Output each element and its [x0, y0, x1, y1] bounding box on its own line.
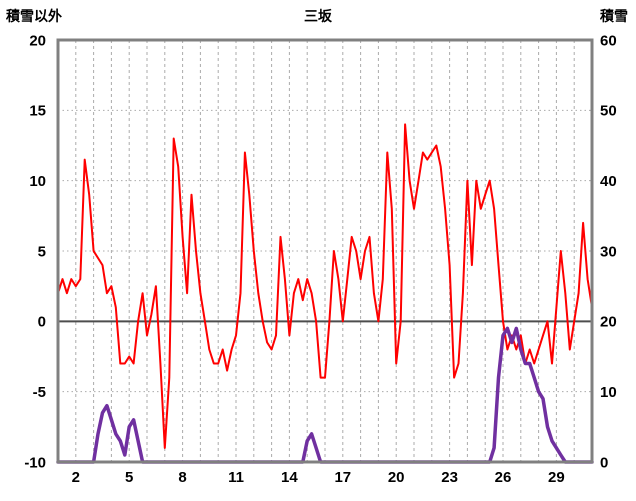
left-axis-title: 積雪以外 [6, 8, 62, 24]
x-axis-tick-label: 26 [495, 469, 512, 486]
x-axis-tick-label: 14 [281, 469, 298, 486]
right-axis-title: 積雪 [600, 8, 628, 24]
left-axis-tick-label: 10 [29, 173, 46, 190]
x-axis-tick-label: 8 [178, 469, 186, 486]
left-axis-tick-label: 20 [29, 32, 46, 49]
right-axis-tick-label: 50 [600, 103, 617, 120]
right-axis-tick-label: 40 [600, 173, 617, 190]
temperature-line [57, 123, 593, 449]
x-axis-tick-label: 5 [125, 469, 133, 486]
left-axis-tick-label: 0 [38, 314, 46, 331]
left-axis-tick-label: 15 [29, 103, 46, 120]
plot-frame [56, 38, 594, 464]
left-axis-tick-label: -10 [24, 454, 46, 471]
right-axis-tick-label: 0 [600, 454, 608, 471]
x-axis-tick-label: 23 [441, 469, 458, 486]
left-axis-tick-label: -5 [33, 384, 46, 401]
right-axis-tick-label: 60 [600, 32, 617, 49]
left-axis-tick-label: 5 [38, 243, 46, 260]
x-axis-tick-label: 17 [334, 469, 351, 486]
x-axis-tick-label: 11 [228, 469, 244, 486]
right-axis-tick-label: 20 [600, 314, 617, 331]
x-axis-tick-label: 20 [388, 469, 405, 486]
x-axis-tick-label: 2 [72, 469, 80, 486]
x-axis-tick-label: 29 [548, 469, 565, 486]
right-axis-tick-label: 10 [600, 384, 617, 401]
right-axis-tick-label: 30 [600, 243, 617, 260]
chart-title: 三坂 [304, 8, 332, 24]
